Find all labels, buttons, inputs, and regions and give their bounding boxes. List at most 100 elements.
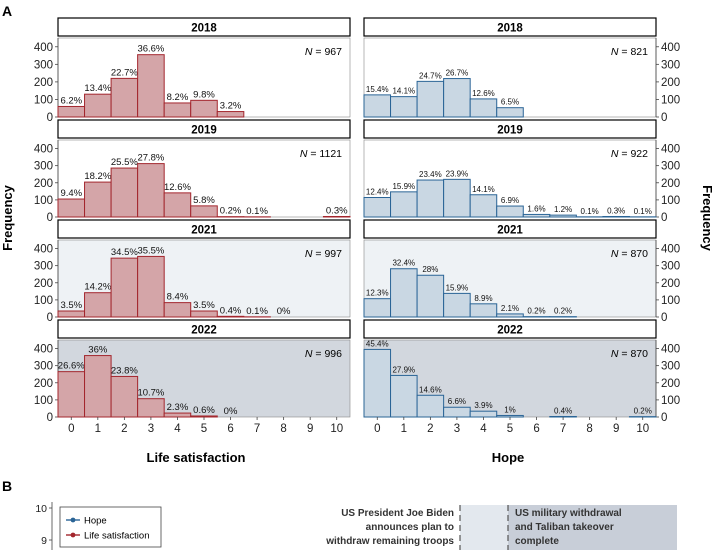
bar-percent-label: 0% [277, 306, 291, 317]
bar-percent-label: 12.4% [366, 187, 389, 196]
bar-percent-label: 0% [224, 406, 238, 417]
y-tick-label: 0 [47, 412, 53, 424]
y-tick-label: 300 [661, 161, 680, 173]
histogram-bar [137, 255, 165, 318]
histogram-panel: 2019 N = 1121 0 100 200 300 400 9.4%18.2%25.5% 2… [34, 119, 351, 224]
panel-b-label: B [2, 478, 12, 494]
histogram-bar [416, 274, 445, 318]
x-tick-label: 7 [560, 423, 566, 435]
histogram-bar [443, 78, 471, 118]
event-annotation: US military withdrawal [515, 508, 622, 519]
y-tick-label: 10 [35, 503, 47, 515]
bar-percent-label: 27.9% [392, 365, 415, 374]
panel-header [363, 319, 657, 339]
histogram-bar [84, 181, 112, 218]
histogram-bar [416, 394, 445, 418]
panel-title: 2021 [497, 225, 523, 237]
histogram-bar [469, 194, 498, 218]
legend-label: Hope [84, 516, 107, 527]
panel-header [363, 219, 657, 239]
histogram-bar [190, 205, 218, 218]
bar-percent-label: 6.5% [501, 98, 519, 107]
bar-percent-label: 10.7% [137, 388, 164, 399]
bar-percent-label: 1.6% [527, 204, 545, 213]
y-tick-label: 100 [34, 195, 53, 207]
x-tick-label: 2 [121, 423, 127, 435]
bar-percent-label: 9.4% [60, 188, 82, 199]
bar-percent-label: 0.1% [634, 207, 652, 216]
bar-percent-label: 27.8% [137, 153, 164, 164]
x-tick-label: 8 [586, 423, 592, 435]
bar-percent-label: 22.7% [111, 67, 138, 78]
histogram-bar [416, 179, 445, 218]
x-tick-label: 9 [307, 423, 313, 435]
histogram-bar [110, 257, 139, 318]
x-tick-label: 5 [507, 423, 513, 435]
histogram-bar [469, 303, 498, 318]
y-tick-label: 200 [34, 77, 53, 89]
event-annotation: announces plan to [366, 522, 454, 533]
y-tick-label: 0 [47, 112, 53, 124]
histogram-bar [549, 214, 577, 218]
bar-percent-label: 2.1% [501, 304, 519, 313]
histogram-bar [522, 213, 551, 218]
y-tick-label: 400 [34, 244, 53, 256]
bar-percent-label: 18.2% [84, 171, 111, 182]
bar-percent-label: 12.6% [472, 89, 495, 98]
y-tick-label: 400 [661, 144, 680, 156]
panel-header [57, 17, 351, 37]
panel-b: 9 10 Hope Life satisfaction US President Joe… [35, 495, 677, 550]
panel-header [57, 119, 351, 139]
histogram-bar [84, 93, 112, 118]
histogram-bar [390, 96, 418, 118]
bar-percent-label: 0.2% [527, 307, 545, 316]
sample-size-label: N = 1121 [300, 148, 342, 160]
panel-a-label: A [2, 3, 12, 19]
bar-percent-label: 9.8% [193, 89, 215, 100]
histogram-bar [496, 313, 524, 318]
bar-percent-label: 0.2% [220, 206, 242, 217]
y-tick-label: 0 [47, 212, 53, 224]
histogram-panel: 2018 N = 967 0 100 200 300 400 6.2%13.4%22.7% 36… [34, 17, 351, 124]
y-tick-label: 300 [34, 161, 53, 173]
y-tick-label: 200 [661, 178, 680, 190]
histogram-bar [363, 348, 392, 418]
y-tick-label: 100 [34, 295, 53, 307]
y-axis-label-left: Frequency [0, 184, 15, 251]
event-shade [460, 505, 508, 550]
x-tick-label: 9 [613, 423, 619, 435]
histogram-bar [496, 205, 524, 218]
y-tick-label: 400 [661, 42, 680, 54]
bar-percent-label: 0.4% [554, 406, 572, 415]
x-tick-label: 3 [148, 423, 154, 435]
histogram-bar [469, 410, 498, 418]
bar-percent-label: 0.4% [220, 305, 242, 316]
y-tick-label: 200 [34, 278, 53, 290]
bar-percent-label: 14.2% [84, 282, 111, 293]
y-tick-label: 9 [41, 535, 47, 547]
sample-size-label: N = 821 [611, 46, 648, 58]
x-tick-label: 1 [401, 423, 407, 435]
x-tick-label: 4 [480, 423, 487, 435]
y-tick-label: 200 [34, 378, 53, 390]
bar-percent-label: 0.1% [246, 306, 268, 317]
y-tick-label: 0 [47, 312, 53, 324]
bar-percent-label: 14.1% [472, 185, 495, 194]
y-tick-label: 0 [661, 412, 667, 424]
legend-marker [70, 517, 76, 523]
y-tick-label: 100 [661, 295, 680, 307]
y-tick-label: 400 [661, 344, 680, 356]
bar-percent-label: 26.7% [446, 69, 469, 78]
bar-percent-label: 14.1% [392, 87, 415, 96]
y-tick-label: 100 [661, 395, 680, 407]
x-tick-label: 10 [636, 423, 649, 435]
histogram-bar [443, 178, 471, 218]
bar-percent-label: 2.3% [167, 402, 189, 413]
bar-percent-label: 6.9% [501, 196, 519, 205]
y-tick-label: 200 [661, 278, 680, 290]
bar-percent-label: 15.9% [392, 182, 415, 191]
y-tick-label: 200 [661, 378, 680, 390]
bar-percent-label: 15.9% [446, 283, 469, 292]
